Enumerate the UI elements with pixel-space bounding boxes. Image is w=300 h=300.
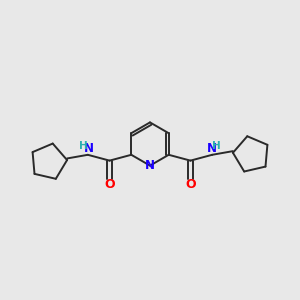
Text: O: O <box>104 178 115 191</box>
Text: N: N <box>145 159 155 172</box>
Text: N: N <box>83 142 93 155</box>
Text: H: H <box>212 141 221 151</box>
Text: O: O <box>185 178 196 191</box>
Text: N: N <box>207 142 217 155</box>
Text: H: H <box>79 141 88 151</box>
